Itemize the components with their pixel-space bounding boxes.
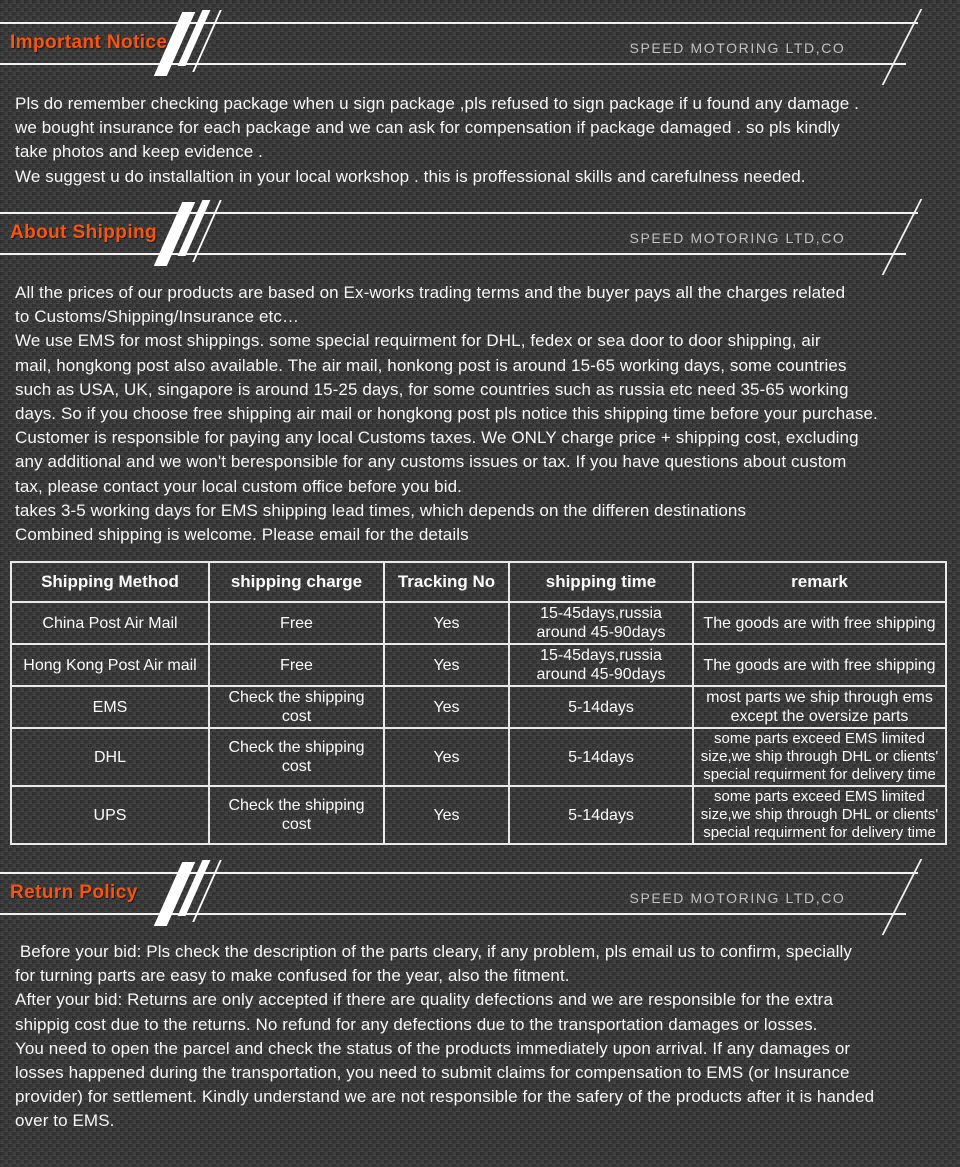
right-diagonal-line	[881, 199, 923, 275]
cell-remark: The goods are with free shipping	[692, 643, 947, 687]
cell-remark: most parts we ship through ems except th…	[692, 685, 947, 729]
cell-time: 5-14days	[508, 727, 694, 787]
right-diagonal-line	[881, 859, 923, 935]
band-top-line	[0, 212, 918, 214]
right-diagonal-line	[881, 9, 923, 85]
header-tracking-no: Tracking No	[383, 561, 510, 603]
header-remark: remark	[692, 561, 947, 603]
header-shipping-time: shipping time	[508, 561, 694, 603]
cell-tracking: Yes	[383, 643, 510, 687]
brand-name: SPEED MOTORING LTD,CO	[629, 230, 846, 246]
cell-tracking: Yes	[383, 727, 510, 787]
cell-remark: some parts exceed EMS limited size,we sh…	[692, 785, 947, 845]
table-row-dhl: DHL Check the shipping cost Yes 5-14days…	[10, 727, 947, 787]
table-row-ups: UPS Check the shipping cost Yes 5-14days…	[10, 785, 947, 845]
cell-time: 5-14days	[508, 685, 694, 729]
section-header-important-notice: Important Notice SPEED MOTORING LTD,CO	[0, 9, 960, 85]
cell-tracking: Yes	[383, 785, 510, 845]
cell-remark: some parts exceed EMS limited size,we sh…	[692, 727, 947, 787]
band-top-line	[0, 22, 918, 24]
header-shipping-method: Shipping Method	[10, 561, 210, 603]
return-policy-text: Before your bid: Pls check the descripti…	[15, 942, 875, 1131]
section-header-return-policy: Return Policy SPEED MOTORING LTD,CO	[0, 859, 960, 935]
cell-method: Hong Kong Post Air mail	[10, 643, 210, 687]
cell-charge: Check the shipping cost	[208, 727, 385, 787]
cell-method: EMS	[10, 685, 210, 729]
cell-method: UPS	[10, 785, 210, 845]
table-header-row: Shipping Method shipping charge Tracking…	[10, 561, 947, 603]
band-bottom-line	[0, 63, 906, 65]
section-title-about-shipping: About Shipping	[10, 222, 158, 243]
shipping-info-text: All the prices of our products are based…	[15, 283, 878, 545]
cell-time: 15-45days,russia around 45-90days	[508, 643, 694, 687]
section-title-important-notice: Important Notice	[10, 32, 168, 53]
section-title-return-policy: Return Policy	[10, 882, 138, 903]
cell-method: DHL	[10, 727, 210, 787]
important-notice-text: Pls do remember checking package when u …	[15, 94, 860, 186]
table-row-hongkong-post: Hong Kong Post Air mail Free Yes 15-45da…	[10, 643, 947, 687]
table-row-china-post: China Post Air Mail Free Yes 15-45days,r…	[10, 601, 947, 645]
band-bottom-line	[0, 913, 906, 915]
cell-time: 15-45days,russia around 45-90days	[508, 601, 694, 645]
cell-charge: Free	[208, 601, 385, 645]
cell-charge: Free	[208, 643, 385, 687]
brand-name: SPEED MOTORING LTD,CO	[629, 40, 846, 56]
band-top-line	[0, 872, 918, 874]
cell-remark: The goods are with free shipping	[692, 601, 947, 645]
cell-tracking: Yes	[383, 685, 510, 729]
table-row-ems: EMS Check the shipping cost Yes 5-14days…	[10, 685, 947, 729]
brand-name: SPEED MOTORING LTD,CO	[629, 890, 846, 906]
section-header-about-shipping: About Shipping SPEED MOTORING LTD,CO	[0, 199, 960, 275]
band-bottom-line	[0, 253, 906, 255]
cell-tracking: Yes	[383, 601, 510, 645]
cell-charge: Check the shipping cost	[208, 785, 385, 845]
header-shipping-charge: shipping charge	[208, 561, 385, 603]
shipping-methods-table: Shipping Method shipping charge Tracking…	[10, 561, 947, 845]
cell-time: 5-14days	[508, 785, 694, 845]
cell-charge: Check the shipping cost	[208, 685, 385, 729]
cell-method: China Post Air Mail	[10, 601, 210, 645]
